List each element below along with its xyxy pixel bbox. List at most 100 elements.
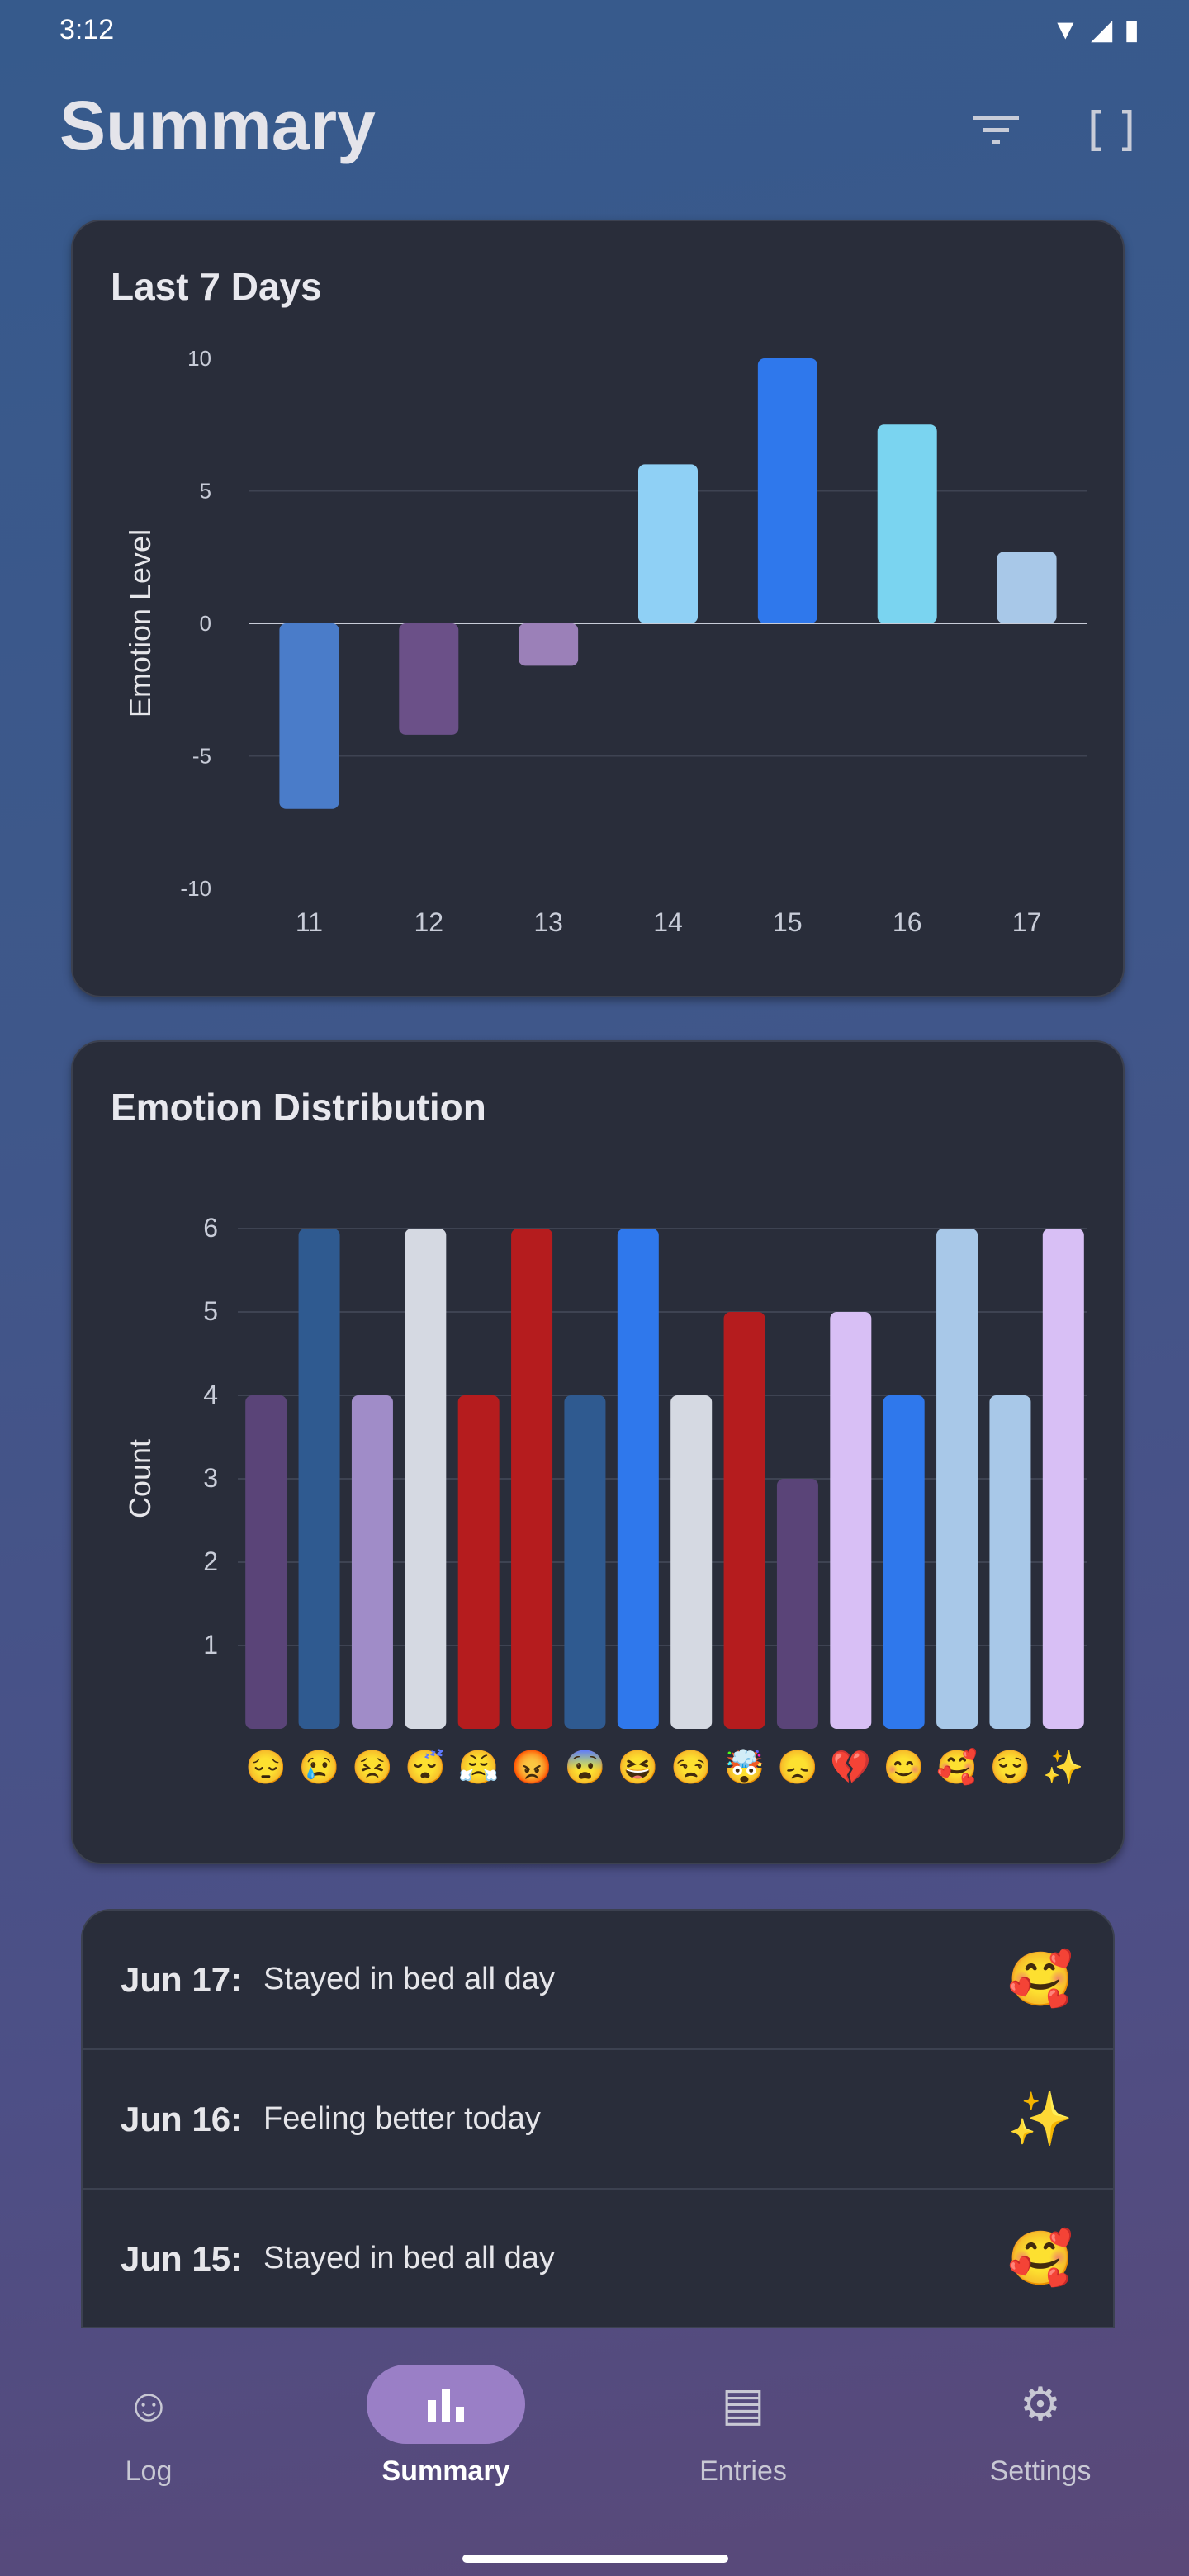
bar	[877, 424, 937, 623]
y-tick-label: 4	[203, 1380, 218, 1409]
x-tick-emoji: 😒	[670, 1750, 712, 1786]
nav-item-entries[interactable]: ▤ Entries	[594, 2337, 892, 2576]
y-tick-label: 6	[203, 1213, 218, 1243]
x-tick-label: 12	[414, 907, 443, 937]
bar	[670, 1395, 713, 1729]
entry-row[interactable]: Jun 15: Stayed in bed all day 🥰	[83, 2190, 1113, 2327]
entry-date: Jun 16:	[121, 2099, 243, 2138]
x-tick-emoji: 😞	[777, 1750, 818, 1786]
nav-label: Log	[125, 2455, 173, 2487]
bar	[757, 358, 817, 623]
y-axis-label: Count	[123, 1439, 157, 1518]
add-emoji-icon: ☺	[125, 2378, 173, 2431]
bar	[405, 1229, 447, 1729]
emotion-distribution-card: Emotion Distribution 1 2 3 4 5 6 😔 😢 😣 😴 😤 😡 😨 😆 😒 🤯 😞 💔 😊…	[71, 1040, 1125, 1864]
last-7-days-chart: 10 5 0 -5 -10 11 12 13 14 15 16 17 Emotion Level	[123, 346, 1087, 937]
bar	[997, 552, 1057, 623]
wifi-icon: ▼	[1051, 13, 1080, 45]
entries-list: Jun 17: Stayed in bed all day 🥰 Jun 16: Feel…	[81, 1909, 1115, 2328]
y-tick-label: 2	[203, 1546, 218, 1576]
entry-text: Stayed in bed all day	[263, 1962, 555, 1996]
x-tick-emoji: 😔	[245, 1750, 287, 1786]
entry-text: Stayed in bed all day	[263, 2241, 555, 2275]
x-tick-label: 17	[1012, 907, 1042, 937]
bottom-nav: ☺ Log Summary ▤ Entries ⚙ Settings	[0, 2337, 1189, 2576]
entry-emoji: ✨	[1007, 2089, 1073, 2148]
x-tick-emoji: 😴	[405, 1748, 446, 1786]
bar	[245, 1395, 287, 1729]
x-tick-emoji: 😣	[352, 1750, 393, 1786]
bar-chart-icon	[367, 2365, 525, 2444]
y-tick-label: 10	[187, 346, 211, 371]
bar	[351, 1395, 393, 1729]
x-tick-label: 11	[296, 907, 323, 937]
nav-label: Settings	[989, 2455, 1092, 2487]
x-tick-label: 16	[893, 907, 922, 937]
y-tick-label: -5	[192, 744, 211, 769]
x-tick-label: 13	[533, 907, 563, 937]
list-icon: ▤	[721, 2378, 765, 2430]
x-tick-emoji: 😨	[565, 1750, 606, 1786]
bar	[617, 1229, 659, 1729]
y-tick-label: 3	[203, 1463, 218, 1493]
bar	[564, 1395, 606, 1729]
x-tick-emoji: 😢	[299, 1750, 340, 1786]
bar	[457, 1395, 500, 1729]
page-title: Summary	[59, 87, 376, 164]
x-tick-emoji: 😊	[883, 1750, 925, 1786]
entry-date: Jun 15:	[121, 2238, 243, 2278]
bar	[989, 1395, 1031, 1729]
bar	[519, 623, 579, 666]
entry-text: Feeling better today	[263, 2101, 541, 2136]
nav-item-summary[interactable]: Summary	[297, 2337, 594, 2576]
bar	[638, 464, 698, 623]
last-7-days-card: Last 7 Days 10 5 0 -5 -10 11 12 13 14 15 16 17 Emoti…	[71, 220, 1125, 997]
filter-icon[interactable]	[971, 106, 1021, 155]
gear-icon: ⚙	[1019, 2378, 1062, 2430]
emotion-distribution-chart: 1 2 3 4 5 6 😔 😢 😣 😴 😤 😡 😨 😆 😒 🤯 😞 💔 😊 🥰 😌 ✨ Count	[123, 1213, 1087, 1786]
x-tick-emoji: 😡	[511, 1750, 552, 1786]
status-time: 3:12	[59, 13, 115, 45]
fullscreen-icon[interactable]	[1087, 106, 1136, 155]
bar	[279, 623, 339, 809]
y-tick-label: 5	[203, 1296, 218, 1326]
entry-emoji: 🥰	[1007, 1949, 1073, 2009]
chart-title: Emotion Distribution	[111, 1086, 486, 1129]
bar	[723, 1312, 765, 1729]
x-tick-emoji: 🥰	[936, 1747, 978, 1786]
nav-label: Summary	[381, 2455, 510, 2487]
y-tick-label: 1	[203, 1630, 218, 1660]
bar	[399, 623, 459, 735]
bar	[298, 1229, 340, 1729]
y-tick-label: -10	[180, 876, 211, 901]
x-tick-emoji: 😤	[458, 1750, 500, 1786]
x-tick-emoji: 😌	[990, 1750, 1031, 1786]
y-tick-label: 0	[200, 611, 211, 636]
entry-date: Jun 17:	[121, 1959, 243, 1999]
bar	[830, 1312, 872, 1729]
y-axis-label: Emotion Level	[123, 529, 157, 717]
x-tick-emoji: 🤯	[724, 1748, 765, 1786]
gesture-bar[interactable]	[462, 2555, 728, 2563]
x-tick-label: 15	[773, 907, 803, 937]
battery-icon: ▮	[1124, 14, 1139, 45]
bar	[511, 1229, 553, 1729]
entry-row[interactable]: Jun 16: Feeling better today ✨	[83, 2050, 1113, 2190]
nav-label: Entries	[699, 2455, 787, 2487]
bar	[776, 1479, 818, 1729]
entry-row[interactable]: Jun 17: Stayed in bed all day 🥰	[83, 1911, 1113, 2050]
signal-icon: ◢	[1091, 14, 1113, 45]
x-tick-emoji: 💔	[830, 1750, 871, 1786]
y-tick-label: 5	[200, 479, 211, 504]
bar	[883, 1395, 925, 1729]
x-tick-label: 14	[653, 907, 683, 937]
nav-item-settings[interactable]: ⚙ Settings	[892, 2337, 1189, 2576]
x-tick-emoji: ✨	[1043, 1750, 1084, 1786]
chart-title: Last 7 Days	[111, 265, 322, 308]
x-tick-emoji: 😆	[618, 1750, 659, 1786]
status-bar: 3:12 ▼ ◢ ▮	[59, 12, 1139, 48]
bar	[936, 1229, 978, 1729]
entry-emoji: 🥰	[1007, 2228, 1073, 2288]
nav-item-log[interactable]: ☺ Log	[0, 2337, 297, 2576]
bar	[1042, 1229, 1084, 1729]
